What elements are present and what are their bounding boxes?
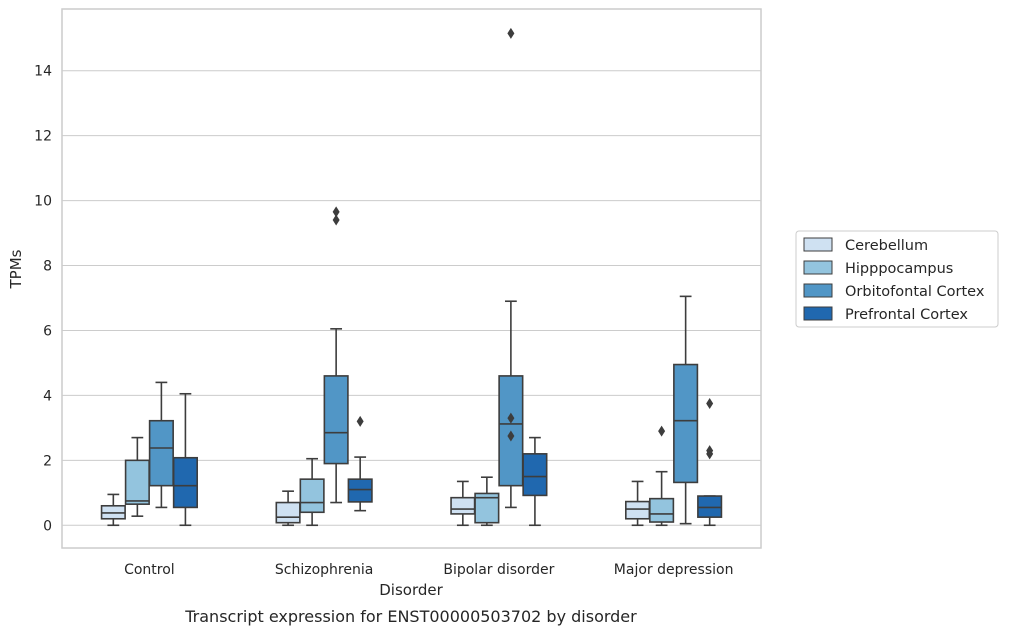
y-tick-labels: 0 2 4 6 8 10 12 14	[34, 64, 52, 535]
box-2-3	[673, 295, 699, 525]
y-tick-label: 12	[34, 129, 52, 145]
box-body	[649, 497, 675, 523]
box-2-0	[148, 381, 174, 509]
y-tick-label: 8	[43, 259, 52, 275]
box-3-1	[347, 415, 373, 512]
plot-frame	[61, 8, 762, 549]
x-tick-labels: Control Schizophrenia Bipolar disorder Majo…	[124, 562, 733, 578]
box-0-0	[100, 493, 126, 527]
series-orbitofontal-cortex	[148, 27, 699, 525]
box-2-1	[323, 206, 349, 504]
outlier-point	[706, 398, 714, 410]
legend-swatch	[803, 237, 833, 252]
series-cerebellum	[100, 480, 651, 527]
legend-entry-label: Hipppocampus	[845, 261, 953, 277]
x-tick-label: Schizophrenia	[275, 562, 373, 578]
box-body	[148, 419, 174, 487]
outlier-point	[706, 445, 714, 457]
legend-entry-label: Prefrontal Cortex	[845, 307, 968, 323]
x-tick-label: Control	[124, 562, 175, 578]
box-body	[299, 478, 325, 514]
box-1-2	[474, 476, 500, 527]
box-2-2	[498, 27, 524, 509]
x-tick-label: Major depression	[614, 562, 734, 578]
legend-frame	[795, 230, 999, 328]
box-series-group	[100, 27, 723, 527]
box-body	[347, 478, 373, 503]
box-body	[474, 492, 500, 524]
box-0-2	[450, 480, 476, 527]
series-prefrontal-cortex	[172, 392, 723, 527]
outlier-point	[332, 214, 340, 226]
x-tick-label: Bipolar disorder	[443, 562, 554, 578]
legend-entry-label: Orbitofontal Cortex	[845, 284, 985, 300]
series-hipppocampus	[124, 425, 675, 527]
outlier-point	[658, 425, 666, 437]
y-tick-label: 6	[43, 323, 52, 339]
box-body	[124, 459, 150, 505]
box-body	[172, 456, 198, 509]
box-0-1	[275, 490, 301, 527]
legend-swatch	[803, 306, 833, 321]
y-tick-label: 14	[34, 64, 52, 80]
box-body	[450, 496, 476, 515]
y-tick-label: 4	[43, 388, 52, 404]
legend-swatch	[803, 260, 833, 275]
box-1-1	[299, 457, 325, 527]
outlier-point	[507, 27, 515, 39]
y-tick-label: 0	[43, 518, 52, 534]
y-axis-label: TPMs	[7, 249, 25, 289]
box-body	[625, 500, 651, 520]
legend-swatch	[803, 283, 833, 298]
outlier-point	[332, 206, 340, 218]
box-3-2	[522, 436, 548, 527]
legend: Cerebellum Hipppocampus Orbitofontal Corte…	[795, 230, 999, 328]
x-axis-label: Disorder	[379, 581, 443, 599]
box-body	[275, 501, 301, 524]
box-3-3	[697, 398, 723, 527]
legend-entry-label: Cerebellum	[845, 238, 928, 254]
y-tick-label: 2	[43, 453, 52, 469]
outlier-point	[507, 412, 515, 424]
box-body	[522, 453, 548, 497]
outlier-point	[507, 430, 515, 442]
chart-caption: Transcript expression for ENST0000050370…	[184, 607, 637, 626]
y-tick-label: 10	[34, 194, 52, 210]
box-body	[673, 363, 699, 484]
box-body	[323, 375, 349, 465]
box-3-0	[172, 392, 198, 527]
box-body	[697, 495, 723, 518]
outlier-point	[356, 415, 364, 427]
box-1-0	[124, 436, 150, 517]
box-1-3	[649, 425, 675, 527]
